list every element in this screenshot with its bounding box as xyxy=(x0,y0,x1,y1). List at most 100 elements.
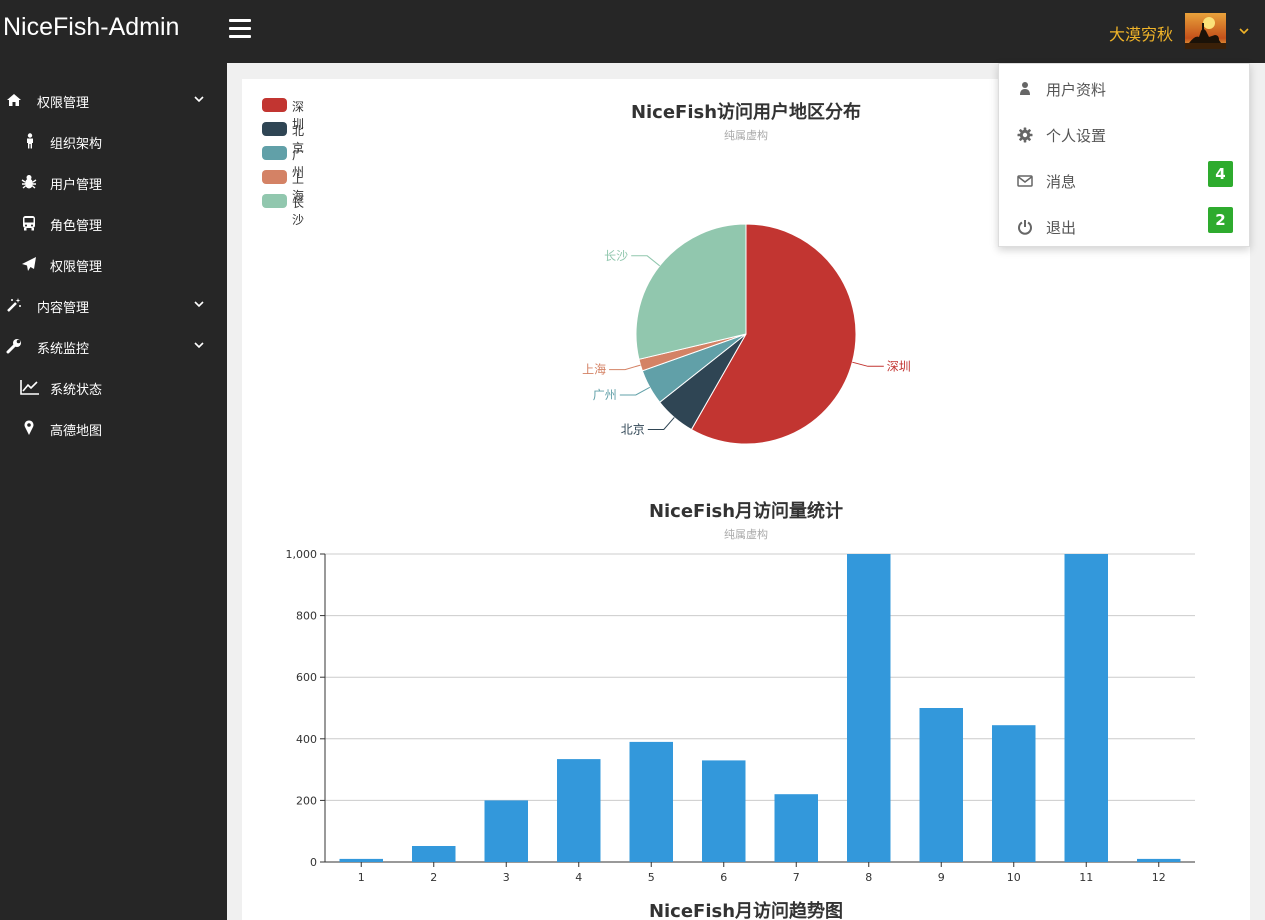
bus-icon xyxy=(21,215,37,231)
pie-label-line xyxy=(609,364,641,371)
pie-slice-label: 北京 xyxy=(621,423,645,437)
y-tick-label: 600 xyxy=(296,671,317,684)
sidebar-item-permissions[interactable]: 权限管理 xyxy=(0,80,227,121)
person-icon xyxy=(22,133,38,149)
brand-title[interactable]: NiceFish-Admin xyxy=(3,13,180,41)
y-tick-label: 1,000 xyxy=(286,548,318,561)
y-tick-label: 200 xyxy=(296,794,317,807)
sidebar-item-label: 高德地图 xyxy=(50,424,103,439)
bar[interactable] xyxy=(1064,554,1109,862)
legend-label: 广州 xyxy=(292,148,305,179)
menu-item-settings[interactable]: 个人设置 xyxy=(999,112,1251,158)
sidebar-item-label: 内容管理 xyxy=(37,301,90,316)
x-tick-label: 2 xyxy=(430,871,437,884)
bar[interactable] xyxy=(992,725,1036,862)
x-tick-label: 9 xyxy=(938,871,945,884)
bar-chart-subtitle: 纯属虚构 xyxy=(724,528,768,541)
legend-swatch xyxy=(262,170,287,184)
x-tick-label: 8 xyxy=(865,871,872,884)
chevron-down-icon xyxy=(193,339,205,349)
pie-slice[interactable] xyxy=(690,223,857,445)
message-count-badge: 4 xyxy=(1208,161,1233,187)
menu-item-label: 个人设置 xyxy=(1046,127,1107,145)
legend-label: 长沙 xyxy=(292,196,305,227)
user-icon xyxy=(1017,81,1033,97)
legend-label: 深圳 xyxy=(292,100,305,131)
sidebar-item-role-management[interactable]: 角色管理 xyxy=(0,203,227,244)
sidebar-item-org-structure[interactable]: 组织架构 xyxy=(0,121,227,162)
pie-slice[interactable] xyxy=(635,223,747,360)
sidebar-item-user-management[interactable]: 用户管理 xyxy=(0,162,227,203)
x-tick-label: 7 xyxy=(793,871,800,884)
y-tick-label: 400 xyxy=(296,733,317,746)
x-tick-label: 10 xyxy=(1007,871,1021,884)
bar[interactable] xyxy=(774,794,819,862)
line-chart-icon xyxy=(20,379,40,395)
username[interactable]: 大漠穷秋 xyxy=(1109,25,1174,44)
pie-slice-label: 深圳 xyxy=(887,359,911,373)
content-gutter xyxy=(1250,63,1265,920)
envelope-icon xyxy=(1017,173,1033,189)
bar[interactable] xyxy=(847,554,891,862)
power-icon xyxy=(1017,219,1033,235)
pie-chart-subtitle: 纯属虚构 xyxy=(724,129,768,142)
legend-swatch xyxy=(262,98,287,112)
bar[interactable] xyxy=(339,858,384,862)
y-tick-label: 0 xyxy=(310,856,317,869)
sidebar-item-system-status[interactable]: 系统状态 xyxy=(0,367,227,408)
bar[interactable] xyxy=(919,708,964,862)
bar[interactable] xyxy=(412,846,456,862)
sidebar-item-label: 权限管理 xyxy=(50,260,103,275)
bar[interactable] xyxy=(1137,858,1181,862)
logout-count-badge: 2 xyxy=(1208,207,1233,233)
menu-item-logout[interactable]: 退出 2 xyxy=(999,204,1251,250)
pie-slice-label: 长沙 xyxy=(604,249,628,263)
sidebar-item-label: 权限管理 xyxy=(37,96,90,111)
pie-slice-label: 上海 xyxy=(582,362,606,377)
hamburger-menu-icon[interactable] xyxy=(229,19,251,39)
trend-chart-title: NiceFish月访问趋势图 xyxy=(648,901,844,920)
sidebar-item-system-monitor[interactable]: 系统监控 xyxy=(0,326,227,367)
bar-chart-title: NiceFish月访问量统计 xyxy=(648,501,844,522)
sidebar-item-label: 用户管理 xyxy=(50,178,103,193)
sidebar-item-label: 组织架构 xyxy=(50,137,103,152)
bar[interactable] xyxy=(629,741,674,862)
pie-slice-label: 广州 xyxy=(593,388,617,402)
x-tick-label: 12 xyxy=(1152,871,1166,884)
menu-item-profile[interactable]: 用户资料 xyxy=(999,66,1251,112)
gear-icon xyxy=(1017,127,1033,143)
top-bar: NiceFish-Admin 大漠穷秋 xyxy=(0,0,1265,63)
chevron-down-icon xyxy=(193,93,205,103)
sidebar-item-label: 系统状态 xyxy=(50,383,103,398)
sidebar-item-amap[interactable]: 高德地图 xyxy=(0,408,227,449)
legend-swatch xyxy=(262,146,287,160)
bug-icon xyxy=(21,174,37,190)
user-dropdown-menu: 用户资料 个人设置 消息 4 退出 2 xyxy=(998,63,1250,247)
pie-chart-title: NiceFish访问用户地区分布 xyxy=(630,102,862,123)
sidebar-item-content-management[interactable]: 内容管理 xyxy=(0,285,227,326)
sidebar-item-access-control[interactable]: 权限管理 xyxy=(0,244,227,285)
chevron-down-icon[interactable] xyxy=(1238,22,1250,35)
pie-label-line xyxy=(631,255,661,267)
pie-label-line xyxy=(647,417,675,430)
x-tick-label: 1 xyxy=(358,871,365,884)
magic-wand-icon xyxy=(6,297,22,313)
legend-swatch xyxy=(262,194,287,208)
legend-swatch xyxy=(262,122,287,136)
x-tick-label: 11 xyxy=(1079,871,1093,884)
menu-item-label: 用户资料 xyxy=(1046,81,1107,99)
bar[interactable] xyxy=(702,760,746,862)
bar[interactable] xyxy=(484,800,529,862)
sidebar-item-label: 系统监控 xyxy=(37,342,90,357)
x-tick-label: 4 xyxy=(575,871,582,884)
home-icon xyxy=(6,92,22,108)
chevron-down-icon xyxy=(193,298,205,308)
legend-label: 上海 xyxy=(292,172,305,203)
user-avatar[interactable] xyxy=(1185,13,1226,49)
bar[interactable] xyxy=(557,759,601,862)
paper-plane-icon xyxy=(21,256,37,272)
sidebar-item-label: 角色管理 xyxy=(50,219,103,234)
menu-item-messages[interactable]: 消息 4 xyxy=(999,158,1251,204)
x-tick-label: 6 xyxy=(720,871,727,884)
